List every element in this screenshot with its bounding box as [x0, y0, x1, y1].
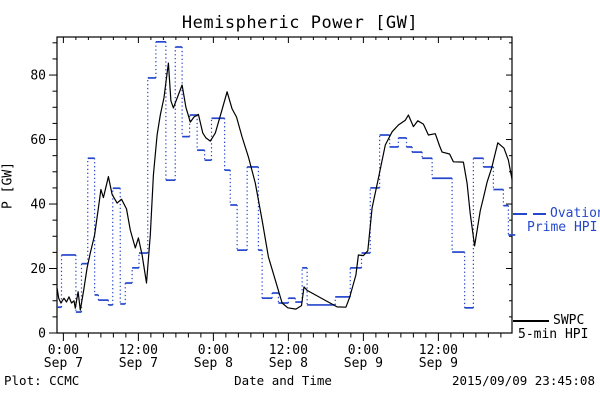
svg-text:Sep 8: Sep 8: [194, 356, 233, 371]
legend-ovation-label-1: Ovation: [550, 206, 600, 221]
svg-text:Sep 9: Sep 9: [344, 356, 383, 371]
svg-text:0:00: 0:00: [198, 343, 229, 358]
legend-ovation-label-2: Prime HPI: [527, 220, 598, 235]
svg-text:20: 20: [30, 262, 46, 277]
y-axis-label: P [GW]: [0, 162, 16, 209]
legend-ovation-line-sample: [533, 213, 546, 215]
legend-swpc-label-1: SWPC: [553, 313, 585, 328]
svg-text:0:00: 0:00: [48, 343, 79, 358]
svg-text:12:00: 12:00: [119, 343, 158, 358]
legend-swpc-line-sample: [513, 320, 549, 322]
svg-text:Sep 7: Sep 7: [119, 356, 158, 371]
svg-text:80: 80: [30, 69, 46, 84]
svg-text:Sep 9: Sep 9: [419, 356, 458, 371]
timestamp: 2015/09/09 23:45:08: [452, 373, 595, 388]
svg-text:12:00: 12:00: [269, 343, 308, 358]
x-axis-label: Date and Time: [234, 373, 332, 388]
chart-title: Hemispheric Power [GW]: [181, 13, 419, 33]
svg-text:0: 0: [38, 327, 46, 342]
svg-text:12:00: 12:00: [419, 343, 458, 358]
svg-text:Sep 7: Sep 7: [44, 356, 83, 371]
legend-swpc-label-2: 5-min HPI: [518, 327, 589, 342]
svg-text:Sep 8: Sep 8: [269, 356, 308, 371]
legend-ovation-line-sample: [513, 213, 527, 215]
plot-credit: Plot: CCMC: [4, 373, 80, 388]
svg-text:60: 60: [30, 133, 46, 148]
svg-text:40: 40: [30, 198, 46, 213]
svg-text:0:00: 0:00: [348, 343, 379, 358]
